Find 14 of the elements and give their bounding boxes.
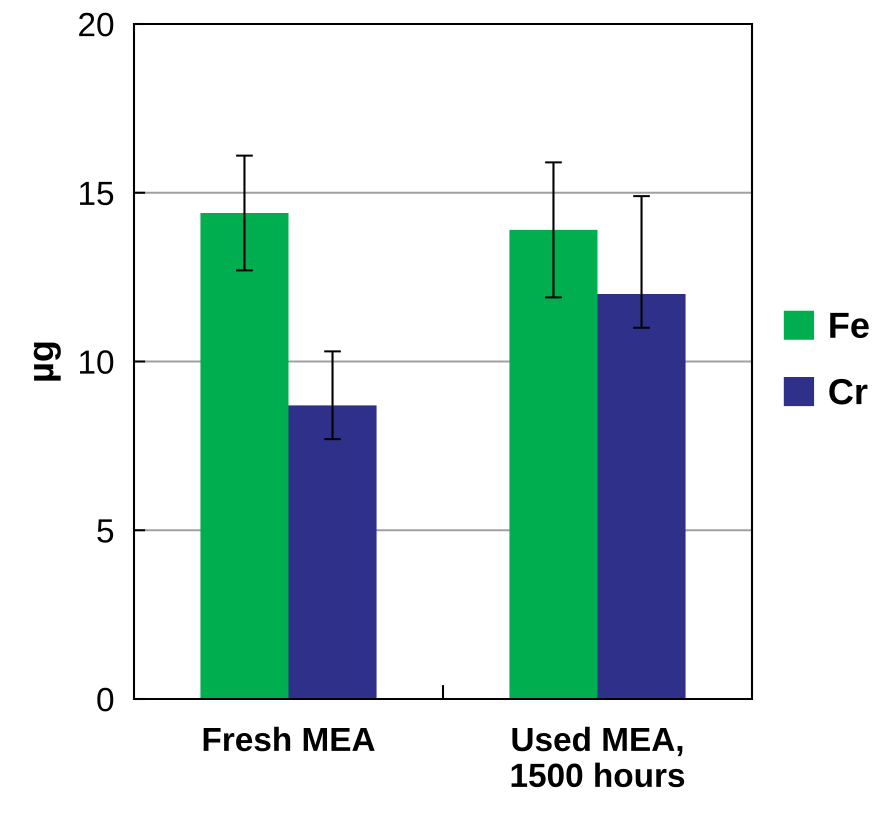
bar (598, 294, 686, 699)
legend-label: Cr (829, 378, 868, 404)
x-tick-label: Fresh MEA (204, 726, 375, 752)
bar (509, 230, 598, 699)
y-tick-label: 15 (80, 182, 114, 206)
y-tick-label: 20 (79, 12, 114, 36)
y-tick-label: 10 (80, 350, 114, 374)
bar (288, 405, 377, 699)
x-tick-label: Used MEA, 1500 hours (512, 726, 684, 788)
bar (200, 213, 288, 699)
y-axis-title: µg (34, 342, 61, 381)
y-tick-label: 0 (97, 688, 114, 712)
y-tick-label: 5 (97, 519, 114, 543)
legend-label: Fe (830, 312, 869, 338)
